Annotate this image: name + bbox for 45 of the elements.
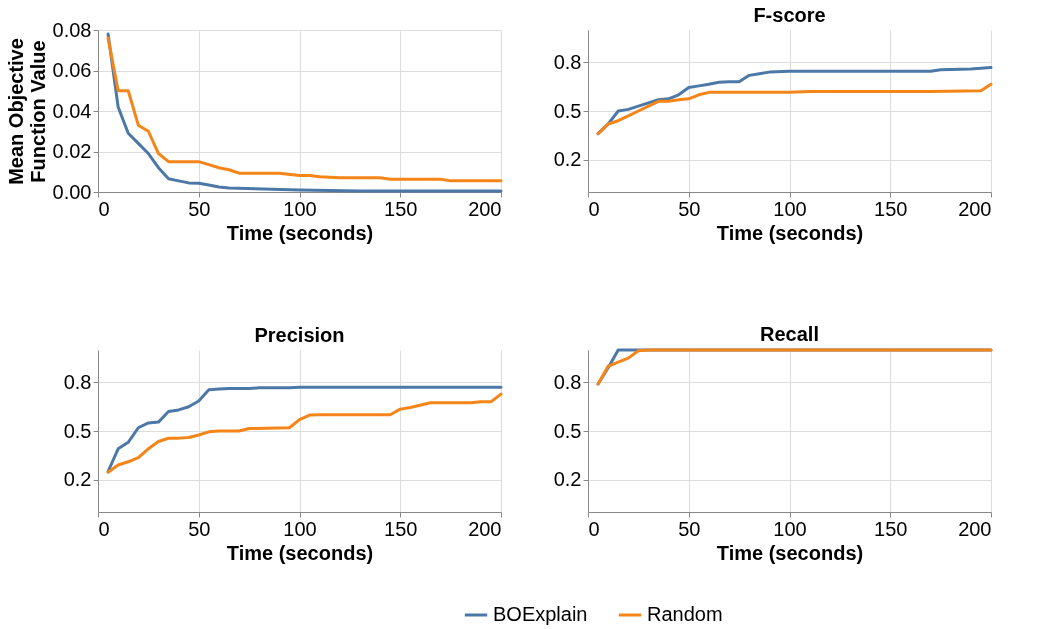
x-tick-label: 100	[773, 197, 807, 220]
y-tick-label: 0.06	[52, 59, 92, 81]
x-tick-label: 50	[678, 197, 701, 220]
x-tick-label: 200	[468, 517, 502, 540]
y-tick-label: 0.00	[52, 180, 92, 203]
x-axis-title: Time (seconds)	[226, 221, 374, 244]
y-tick-label: 0.2	[553, 468, 582, 491]
legend-label: BOExplain	[493, 603, 588, 625]
x-axis-title: Time (seconds)	[716, 541, 864, 564]
x-tick-label: 150	[874, 517, 908, 540]
y-tick-label: 0.8	[553, 50, 582, 73]
x-tick-label: 100	[773, 517, 807, 540]
x-tick-label: 200	[958, 517, 992, 540]
chart-title: Recall	[760, 322, 819, 345]
y-tick-label: 0.2	[553, 148, 582, 171]
x-tick-label: 150	[384, 197, 418, 220]
line-series	[596, 82, 993, 136]
y-tick-label: 0.5	[553, 419, 582, 442]
y-tick-label: 0.02	[52, 140, 92, 162]
x-tick-label: 100	[283, 197, 317, 220]
y-axis-title: Mean Objective Function Value	[4, 38, 49, 185]
x-tick-label: 0	[98, 517, 110, 540]
x-tick-label: 0	[98, 197, 110, 220]
y-tick-label: 0.8	[63, 370, 92, 393]
chart-title: Precision	[254, 324, 345, 346]
x-tick-label: 150	[384, 517, 418, 540]
x-tick-label: 50	[188, 197, 211, 220]
legend-label: Random	[647, 603, 723, 625]
y-tick-label: 0.5	[63, 419, 92, 442]
chart-title: F-score	[753, 4, 826, 26]
x-tick-label: 200	[958, 197, 992, 220]
x-tick-label: 50	[188, 517, 211, 540]
x-tick-label: 200	[468, 197, 502, 220]
y-tick-label: 0.04	[52, 99, 92, 122]
x-axis-title: Time (seconds)	[716, 221, 864, 244]
x-tick-label: 50	[678, 517, 701, 540]
x-tick-label: 100	[283, 517, 317, 540]
y-tick-label: 0.2	[63, 468, 92, 491]
x-tick-label: 0	[588, 517, 600, 540]
y-tick-label: 0.8	[553, 370, 582, 393]
x-axis-title: Time (seconds)	[226, 541, 374, 564]
y-tick-label: 0.08	[52, 18, 92, 41]
y-tick-label: 0.5	[553, 99, 582, 122]
x-tick-label: 0	[588, 197, 600, 220]
x-tick-label: 150	[874, 197, 908, 220]
